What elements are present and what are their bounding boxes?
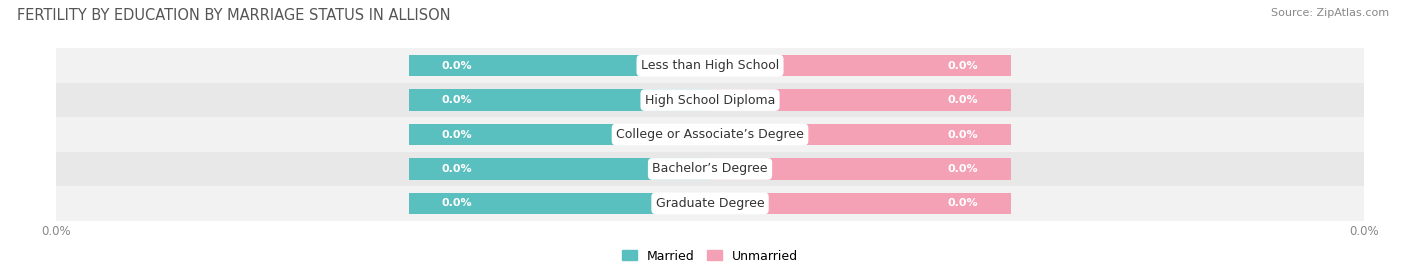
- Bar: [56, 83, 1364, 117]
- Bar: [710, 158, 1011, 180]
- Bar: [409, 158, 710, 180]
- Text: 0.0%: 0.0%: [441, 164, 472, 174]
- Bar: [56, 117, 1364, 152]
- Text: 0.0%: 0.0%: [948, 129, 979, 140]
- Bar: [710, 124, 1011, 145]
- Bar: [56, 152, 1364, 186]
- Text: Source: ZipAtlas.com: Source: ZipAtlas.com: [1271, 8, 1389, 18]
- Text: 0.0%: 0.0%: [948, 95, 979, 105]
- Text: Bachelor’s Degree: Bachelor’s Degree: [652, 162, 768, 175]
- Text: FERTILITY BY EDUCATION BY MARRIAGE STATUS IN ALLISON: FERTILITY BY EDUCATION BY MARRIAGE STATU…: [17, 8, 450, 23]
- Bar: [710, 89, 1011, 111]
- Bar: [710, 193, 1011, 214]
- Text: 0.0%: 0.0%: [948, 164, 979, 174]
- Text: 0.0%: 0.0%: [441, 129, 472, 140]
- Text: 0.0%: 0.0%: [948, 198, 979, 208]
- Text: High School Diploma: High School Diploma: [645, 94, 775, 107]
- Text: College or Associate’s Degree: College or Associate’s Degree: [616, 128, 804, 141]
- Text: 0.0%: 0.0%: [441, 61, 472, 71]
- Bar: [710, 55, 1011, 76]
- Bar: [409, 89, 710, 111]
- Bar: [56, 48, 1364, 83]
- Text: 0.0%: 0.0%: [948, 61, 979, 71]
- Legend: Married, Unmarried: Married, Unmarried: [621, 250, 799, 263]
- Text: Graduate Degree: Graduate Degree: [655, 197, 765, 210]
- Bar: [409, 124, 710, 145]
- Text: 0.0%: 0.0%: [441, 95, 472, 105]
- Text: 0.0%: 0.0%: [441, 198, 472, 208]
- Bar: [409, 55, 710, 76]
- Bar: [56, 186, 1364, 221]
- Bar: [409, 193, 710, 214]
- Text: Less than High School: Less than High School: [641, 59, 779, 72]
